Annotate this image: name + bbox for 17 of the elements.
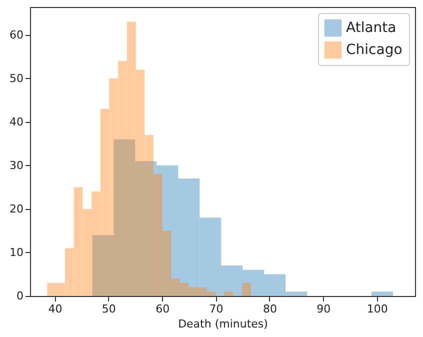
x-tick-label: 100 xyxy=(366,302,388,316)
x-axis-title: Death (minutes) xyxy=(178,318,268,330)
y-tick-label: 40 xyxy=(10,115,24,128)
x-tick-label: 90 xyxy=(316,302,331,316)
y-tick-label: 50 xyxy=(10,72,24,85)
x-tick-label: 40 xyxy=(48,302,62,316)
y-tick-label: 0 xyxy=(16,290,24,302)
x-tick-label: 50 xyxy=(102,302,116,316)
y-tick-label: 10 xyxy=(10,246,24,259)
x-tick-label: 80 xyxy=(262,302,277,316)
legend-label: Chicago xyxy=(346,42,402,58)
x-tick-label: 70 xyxy=(209,302,224,316)
y-tick-label: 30 xyxy=(10,158,24,172)
legend-label: Atlanta xyxy=(346,20,396,36)
y-tick-label: 60 xyxy=(10,28,24,42)
x-tick-label: 60 xyxy=(156,302,170,316)
y-tick-label: 20 xyxy=(10,202,24,216)
